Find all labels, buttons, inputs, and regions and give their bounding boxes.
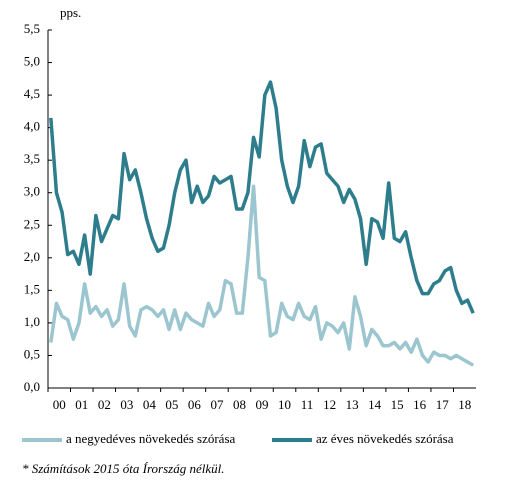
x-tick-label: 07 (210, 397, 224, 412)
x-tick-label: 09 (256, 397, 269, 412)
x-tick-label: 03 (120, 397, 133, 412)
x-tick-label: 17 (436, 397, 450, 412)
y-tick-label: 1,5 (24, 281, 40, 296)
y-tick-label: 5,5 (24, 21, 40, 36)
y-tick-label: 0,5 (24, 346, 40, 361)
y-tick-label: 4,5 (24, 86, 40, 101)
x-tick-label: 13 (346, 397, 359, 412)
x-tick-label: 02 (98, 397, 111, 412)
y-tick-label: 2,5 (24, 216, 40, 231)
y-tick-label: 4,0 (24, 119, 40, 134)
x-tick-label: 14 (368, 397, 382, 412)
x-tick-label: 12 (323, 397, 336, 412)
x-tick-label: 18 (458, 397, 471, 412)
x-tick-label: 08 (233, 397, 246, 412)
series-line (49, 184, 475, 367)
series-line (49, 80, 475, 314)
legend-label: a negyedéves növekedés szórása (66, 431, 236, 446)
y-axis-label: pps. (60, 5, 81, 20)
x-tick-label: 15 (391, 397, 404, 412)
x-tick-label: 00 (53, 397, 66, 412)
y-tick-label: 3,5 (24, 151, 40, 166)
y-tick-label: 3,0 (24, 184, 40, 199)
y-tick-label: 5,0 (24, 54, 40, 69)
x-tick-label: 11 (301, 397, 314, 412)
y-tick-label: 0,0 (24, 379, 40, 394)
x-tick-label: 05 (165, 397, 178, 412)
footnote: * Számítások 2015 óta Írország nélkül. (22, 461, 224, 476)
x-tick-label: 16 (413, 397, 427, 412)
x-tick-label: 06 (188, 397, 202, 412)
x-tick-label: 01 (75, 397, 88, 412)
y-tick-label: 2,0 (24, 249, 40, 264)
x-tick-label: 04 (143, 397, 157, 412)
x-tick-label: 10 (278, 397, 291, 412)
legend-label: az éves növekedés szórása (316, 431, 454, 446)
y-tick-label: 1,0 (24, 314, 40, 329)
